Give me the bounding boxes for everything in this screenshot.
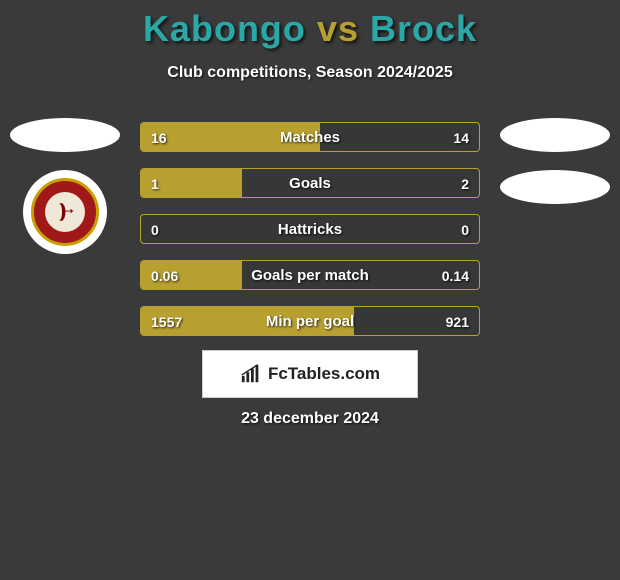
brand-name: FcTables.com <box>268 364 380 384</box>
stat-label: Matches <box>141 123 479 152</box>
player-right-name: Brock <box>370 8 477 49</box>
badge-archer-icon <box>45 192 85 232</box>
stat-row: 1Goals2 <box>140 168 480 198</box>
stat-value-right: 0.14 <box>442 261 469 290</box>
left-team-column <box>0 118 130 254</box>
stat-label: Goals per match <box>141 261 479 290</box>
stat-row: 1557Min per goal921 <box>140 306 480 336</box>
date-text: 23 december 2024 <box>0 410 620 428</box>
player-left-name: Kabongo <box>143 8 306 49</box>
left-team-badge <box>23 170 107 254</box>
subtitle: Club competitions, Season 2024/2025 <box>0 64 620 82</box>
stat-label: Hattricks <box>141 215 479 244</box>
vs-separator: vs <box>317 8 359 49</box>
stat-row: 0.06Goals per match0.14 <box>140 260 480 290</box>
bar-chart-icon <box>240 363 262 385</box>
stat-row: 0Hattricks0 <box>140 214 480 244</box>
left-ellipse-top <box>10 118 120 152</box>
right-ellipse-top <box>500 118 610 152</box>
right-team-column <box>490 118 620 222</box>
stat-label: Min per goal <box>141 307 479 336</box>
stat-value-right: 921 <box>446 307 469 336</box>
badge-ring <box>31 178 99 246</box>
right-ellipse-bottom <box>500 170 610 204</box>
stat-label: Goals <box>141 169 479 198</box>
stat-value-right: 14 <box>453 123 469 152</box>
stat-bars-container: 16Matches14 1Goals2 0Hattricks0 0.06Goals p… <box>140 122 480 352</box>
stat-row: 16Matches14 <box>140 122 480 152</box>
stat-value-right: 2 <box>461 169 469 198</box>
stat-value-right: 0 <box>461 215 469 244</box>
page-title: Kabongo vs Brock <box>0 0 620 50</box>
brand-badge[interactable]: FcTables.com <box>202 350 418 398</box>
